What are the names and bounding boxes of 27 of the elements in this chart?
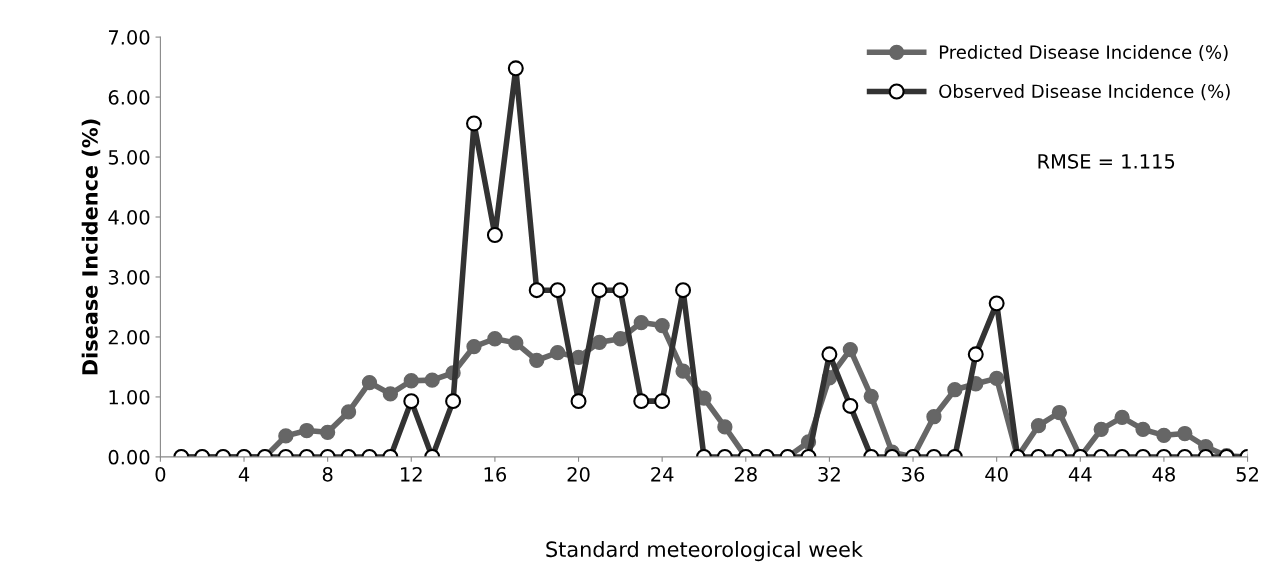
x-tick-label: 48 [1152,466,1175,482]
y-tick-label: 5.00 [108,149,150,165]
x-tick-label: 8 [322,466,333,482]
x-axis-title: Standard meteorological week [546,541,863,562]
x-tick-label: 0 [155,466,166,482]
x-tick-label: 16 [484,466,507,482]
x-tick-label: 44 [1068,467,1092,482]
x-tick-label: 36 [902,466,925,482]
x-tick-label: 24 [651,466,674,482]
y-tick-label: 2.00 [108,329,150,345]
y-tick-label: 1.00 [109,389,150,405]
x-tick-label: 4 [238,467,250,482]
y-tick-label: 3.00 [108,269,150,285]
y-tick-label: 7.00 [108,30,150,45]
legend-label: Predicted Disease Incidence (%) [939,44,1228,62]
x-tick-label: 28 [734,466,757,482]
legend-label: Observed Disease Incidence (%) [939,84,1230,101]
x-tick-label: 40 [985,466,1008,482]
y-tick-label: 0.00 [108,449,150,465]
x-tick-label: 12 [401,466,422,482]
y-axis-title: Disease Incidence (%) [81,119,101,375]
x-tick-label: 52 [1236,466,1258,482]
x-tick-label: 32 [818,466,840,482]
y-tick-label: 6.00 [108,90,150,105]
y-tick-label: 4.00 [108,209,150,225]
x-tick-label: 20 [567,466,590,482]
annotation: RMSE = 1.115 [1038,153,1175,169]
